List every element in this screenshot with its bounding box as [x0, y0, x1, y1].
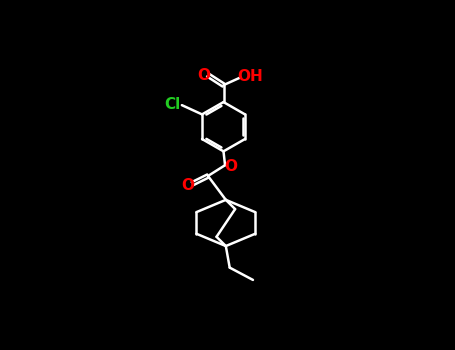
Text: Cl: Cl: [164, 97, 181, 112]
Text: O: O: [182, 178, 194, 193]
Text: O: O: [197, 68, 210, 83]
Text: O: O: [224, 159, 237, 174]
Text: OH: OH: [238, 69, 263, 84]
